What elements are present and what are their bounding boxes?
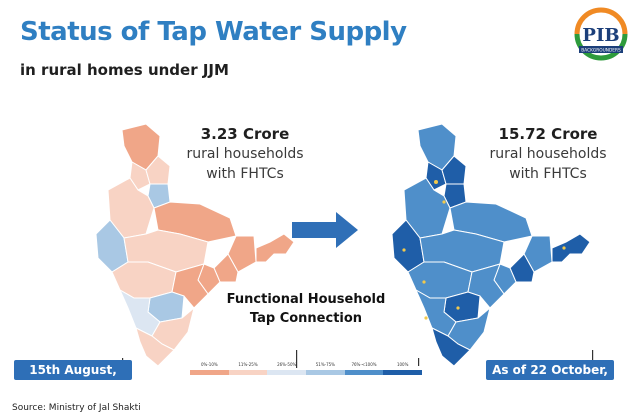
legend-label: 0%-10% <box>200 362 218 367</box>
page-subtitle: in rural homes under JJM <box>20 61 229 79</box>
households-2019-line1: rural households <box>186 146 304 162</box>
logo-text: PIB <box>582 25 619 46</box>
legend-label: 51%-75% <box>315 362 335 367</box>
households-2025-line1: rural households <box>489 146 607 162</box>
date-badge-2025: As of 22 October, 2025 <box>486 360 614 397</box>
households-2019-value: 3.23 Crore <box>200 125 290 143</box>
caption-line2: Tap Connection <box>249 311 363 326</box>
stat-2025: 15.72 Crore rural households with FHTCs <box>478 124 618 184</box>
legend-swatch <box>228 370 268 375</box>
caption-line1: Functional Household <box>226 292 386 307</box>
logo-subtext: BACKGROUNDERS <box>581 48 621 54</box>
legend-bar <box>190 370 423 375</box>
legend-swatch <box>306 370 345 375</box>
legend-caption: Functional Household Tap Connection <box>226 290 386 328</box>
legend-swatch <box>267 370 307 375</box>
legend-labels: 0%-10% 11%-25% 26%-50% 51%-75% 76%-<100%… <box>190 362 422 370</box>
households-2019-line2: with FHTCs <box>206 166 284 182</box>
date-badge-2019: 15th August, 2019 <box>14 360 132 397</box>
pib-logo: PIB BACKGROUNDERS <box>574 7 628 61</box>
legend-label: 76%-<100% <box>351 362 377 367</box>
households-2025-value: 15.72 Crore <box>498 125 598 143</box>
legend-swatch <box>383 370 423 375</box>
india-map-2019 <box>95 123 298 368</box>
legend-swatch <box>190 370 229 375</box>
legend-label: 26%-50% <box>277 362 297 367</box>
households-2025-line2: with FHTCs <box>509 166 587 182</box>
page-title: Status of Tap Water Supply <box>20 17 407 47</box>
arrow-right-icon <box>292 212 358 248</box>
stat-2019: 3.23 Crore rural households with FHTCs <box>175 124 315 184</box>
legend-swatch <box>344 370 384 375</box>
source-note: Source: Ministry of Jal Shakti <box>12 403 141 413</box>
color-legend: 0%-10% 11%-25% 26%-50% 51%-75% 76%-<100%… <box>190 362 423 375</box>
india-map-2025 <box>391 123 594 368</box>
legend-label: 11%-25% <box>238 362 258 367</box>
legend-label: 100% <box>396 362 409 367</box>
